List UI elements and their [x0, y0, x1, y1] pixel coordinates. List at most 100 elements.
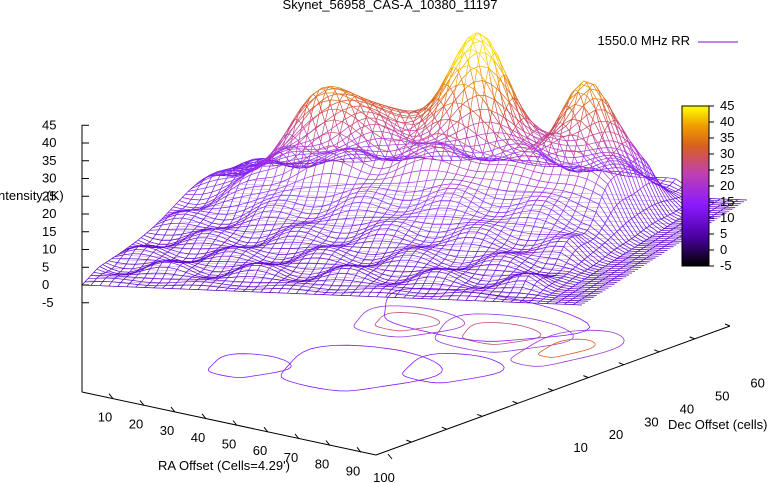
mesh-segment — [375, 220, 380, 225]
mesh-segment — [161, 220, 165, 226]
mesh-segment — [345, 91, 355, 97]
mesh-segment — [497, 180, 502, 190]
mesh-segment — [375, 106, 379, 112]
mesh-segment — [306, 149, 311, 152]
mesh-segment — [435, 251, 439, 256]
mesh-segment — [235, 173, 239, 178]
mesh-segment — [533, 171, 543, 174]
mesh-segment — [551, 264, 556, 270]
mesh-segment — [244, 202, 249, 210]
mesh-segment — [256, 160, 266, 168]
mesh-segment — [447, 254, 457, 258]
mesh-segment — [375, 191, 385, 196]
mesh-segment — [512, 209, 517, 215]
mesh-segment — [530, 178, 540, 182]
mesh-segment — [378, 187, 388, 190]
mesh-segment — [520, 106, 531, 121]
mesh-segment — [669, 214, 680, 220]
mesh-segment — [491, 226, 502, 232]
mesh-segment — [340, 210, 350, 214]
mesh-segment — [426, 248, 430, 252]
mesh-segment — [247, 161, 257, 164]
mesh-segment — [182, 247, 192, 250]
mesh-segment — [482, 122, 486, 134]
mesh-segment — [619, 225, 623, 230]
mesh-segment — [371, 131, 376, 140]
mesh-segment — [321, 151, 331, 154]
mesh-segment — [598, 244, 603, 248]
mesh-segment — [441, 258, 445, 264]
mesh-segment — [292, 202, 296, 210]
mesh-segment — [533, 240, 538, 246]
mesh-segment — [477, 258, 487, 263]
mesh-segment — [634, 158, 638, 161]
mesh-segment — [188, 203, 198, 206]
mesh-segment — [580, 96, 585, 106]
mesh-segment — [419, 103, 430, 111]
mesh-segment — [446, 85, 457, 93]
mesh-segment — [372, 224, 383, 228]
mesh-segment — [429, 257, 434, 262]
mesh-segment — [459, 202, 469, 208]
mesh-segment — [462, 237, 466, 244]
mesh-segment — [595, 152, 606, 166]
mesh-segment — [527, 134, 531, 138]
mesh-segment — [149, 245, 160, 249]
mesh-segment — [476, 163, 481, 172]
mesh-segment — [184, 203, 189, 207]
mesh-segment — [164, 246, 174, 248]
mesh-segment — [387, 111, 391, 119]
mesh-segment — [636, 158, 647, 185]
mesh-segment — [399, 131, 403, 141]
mesh-segment — [581, 272, 591, 276]
mesh-segment — [535, 129, 546, 136]
mesh-segment — [634, 190, 638, 194]
mesh-segment — [509, 203, 519, 207]
mesh-segment — [196, 184, 201, 190]
mesh-segment — [250, 217, 260, 221]
mesh-segment — [453, 179, 463, 181]
mesh-segment — [357, 100, 367, 104]
mesh-segment — [628, 165, 638, 192]
mesh-segment — [452, 209, 457, 218]
mesh-segment — [283, 168, 293, 175]
mesh-segment — [185, 233, 195, 239]
mesh-segment — [185, 211, 189, 215]
mesh-segment — [613, 149, 617, 154]
mesh-segment — [506, 235, 511, 241]
mesh-segment — [369, 197, 374, 204]
mesh-segment — [393, 211, 397, 216]
mesh-segment — [446, 68, 457, 85]
mesh-segment — [455, 138, 466, 145]
mesh-segment — [494, 212, 499, 218]
mesh-segment — [383, 110, 388, 117]
mesh-segment — [388, 253, 398, 259]
mesh-segment — [297, 158, 302, 164]
floor-grid-line — [187, 217, 688, 239]
mesh-segment — [506, 222, 516, 225]
mesh-segment — [495, 253, 499, 257]
mesh-segment — [294, 165, 304, 168]
mesh-segment — [533, 242, 543, 246]
mesh-segment — [518, 251, 528, 253]
mesh-segment — [211, 185, 216, 193]
mesh-segment — [390, 176, 394, 184]
mesh-segment — [407, 153, 417, 159]
mesh-segment — [146, 230, 151, 234]
mesh-segment — [503, 107, 507, 117]
mesh-segment — [610, 156, 620, 174]
mesh-segment — [247, 174, 252, 182]
mesh-segment — [590, 251, 594, 255]
mesh-segment — [521, 117, 525, 121]
mesh-segment — [432, 158, 442, 161]
mesh-segment — [327, 173, 332, 187]
mesh-segment — [126, 249, 136, 252]
mesh-segment — [345, 138, 350, 151]
mesh-segment — [654, 183, 665, 202]
mesh-segment — [660, 218, 671, 226]
mesh-segment — [298, 167, 308, 174]
mesh-segment — [286, 181, 296, 187]
mesh-segment — [450, 265, 460, 268]
mesh-segment — [586, 168, 596, 172]
mesh-segment — [565, 199, 570, 206]
